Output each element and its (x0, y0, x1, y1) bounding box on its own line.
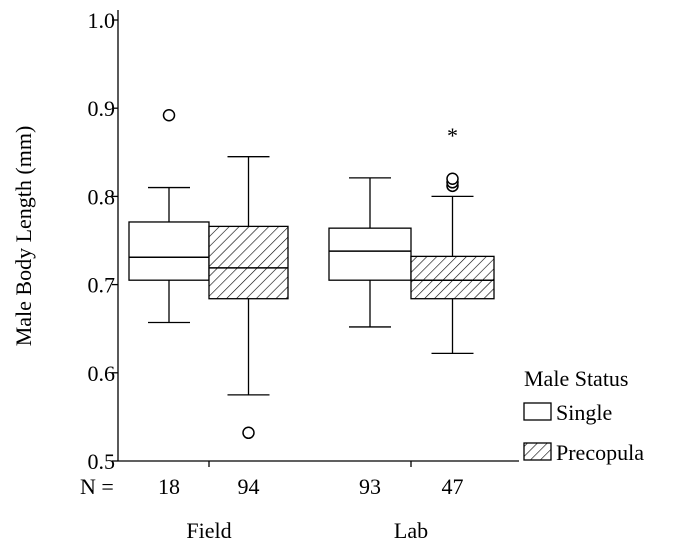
iqr-box (328, 227, 412, 281)
iqr-box (410, 255, 495, 300)
legend-swatch-single (523, 402, 552, 421)
y-tick-label: 0.9 (88, 96, 116, 121)
box-lab-precopula: * (410, 123, 495, 355)
legend-label-single: Single (556, 400, 612, 425)
box-field-single (128, 109, 210, 324)
iqr-box (208, 225, 289, 300)
outlier-point (242, 426, 255, 440)
y-tick-label: 0.7 (88, 273, 116, 298)
iqr-box (128, 221, 210, 281)
outlier-point (162, 109, 176, 122)
n-count-label: 93 (359, 474, 381, 499)
box-lab-single (328, 177, 412, 328)
n-count-label: 18 (158, 474, 180, 499)
y-tick-label: 1.0 (88, 8, 116, 33)
n-prefix-label: N = (80, 474, 114, 499)
y-tick-label: 0.6 (88, 361, 116, 386)
box-field-precopula (208, 156, 289, 440)
y-axis-ticks: 0.5 0.6 0.7 0.8 0.9 1.0 (88, 8, 118, 474)
legend-swatch-precopula (523, 442, 552, 461)
n-count-label: 94 (238, 474, 260, 499)
legend-label-precopula: Precopula (556, 440, 644, 465)
outlier-point (446, 172, 459, 186)
legend-title: Male Status (524, 366, 629, 391)
boxes-layer: * (128, 109, 495, 440)
extreme-point: * (447, 123, 458, 148)
legend: Male Status Single Precopula (523, 366, 644, 465)
y-axis-title: Male Body Length (mm) (11, 126, 36, 347)
x-group-label: Field (186, 518, 231, 543)
x-group-label: Lab (394, 518, 428, 543)
y-tick-label: 0.5 (88, 449, 116, 474)
y-tick-label: 0.8 (88, 184, 116, 209)
x-axis-labels: 18 94 93 47 Field Lab (158, 461, 464, 543)
n-count-label: 47 (442, 474, 464, 499)
